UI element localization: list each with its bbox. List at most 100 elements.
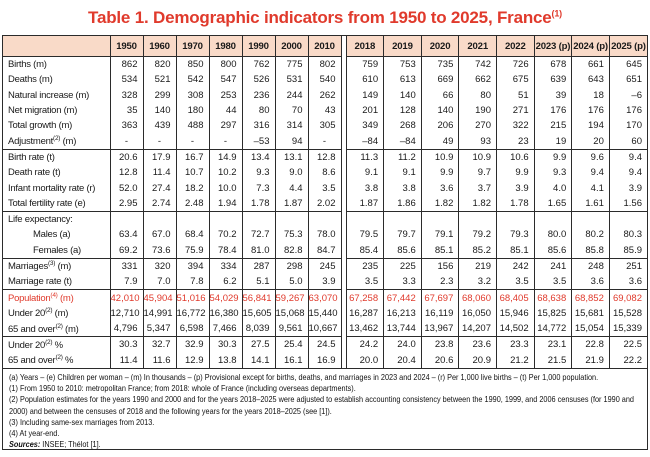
cell: 299	[142, 87, 176, 103]
cell: 140	[383, 87, 422, 103]
cell: 10.2	[208, 165, 242, 181]
cell: 206	[420, 118, 459, 134]
cell: 669	[420, 72, 459, 88]
cell: 140	[142, 102, 176, 119]
cell: 9.7	[458, 165, 497, 181]
cell	[345, 210, 384, 228]
row-label-text: Birth rate (t)	[8, 151, 55, 163]
gap-cell	[340, 149, 347, 166]
table-row: Males (a) 63.4 67.0 68.4 70.2 72.7 75.3 78.0 79.…	[3, 227, 647, 243]
cell: 775	[274, 56, 308, 73]
cell: 287	[241, 257, 275, 275]
cell: 15,068	[274, 305, 308, 322]
cell: 22.8	[571, 336, 610, 353]
cell: 298	[274, 257, 308, 275]
cell: 3.6	[420, 180, 459, 196]
cell: 80.3	[608, 227, 647, 243]
cell: 547	[208, 72, 242, 88]
row-label: 65 and over(2) (m)	[3, 321, 110, 337]
table-section: Life expectancy: Males (a) 63.4 67.0 68.4 70.…	[3, 210, 647, 259]
cell: 15,825	[533, 305, 572, 322]
cell: 271	[496, 102, 535, 119]
cell: 20.6	[109, 148, 143, 166]
table-row: Net migration (m) 35 140 180 44 80 70 43 201 128 1…	[3, 102, 647, 119]
cell: 23.8	[420, 336, 459, 353]
cell: 12,710	[109, 305, 143, 322]
cell: 3.6	[608, 274, 647, 290]
cell	[274, 210, 308, 228]
cell: 11.4	[109, 352, 143, 368]
cell: –53	[241, 133, 275, 150]
table-title: Table 1. Demographic indicators from 195…	[0, 0, 650, 28]
cell: 85.2	[458, 242, 497, 259]
row-label-text: Infant mortality rate (r)	[8, 182, 96, 194]
cell: 80.2	[571, 227, 610, 243]
cell: 180	[175, 102, 209, 119]
cell	[307, 210, 341, 228]
cell: 1.94	[208, 195, 242, 212]
row-label-text: Males (a)	[33, 229, 71, 241]
cell: 80	[241, 102, 275, 119]
column-header-2024: 2024 (p)	[571, 36, 610, 57]
cell: 20.0	[345, 352, 384, 368]
cell: 14.1	[241, 352, 275, 368]
gap-cell	[340, 165, 347, 181]
cell: 13.8	[208, 352, 242, 368]
cell: 15,054	[571, 321, 610, 337]
cell	[496, 210, 535, 228]
cell: 5.1	[241, 274, 275, 290]
gap-cell	[340, 305, 347, 322]
column-header-1970: 1970	[175, 36, 209, 57]
cell: 1.78	[241, 195, 275, 212]
cell	[458, 210, 497, 228]
cell: 190	[458, 102, 497, 119]
cell: 16,119	[420, 305, 459, 322]
gap-cell	[340, 56, 347, 73]
gap-cell	[340, 118, 347, 134]
cell: 85.4	[345, 242, 384, 259]
cell: 753	[383, 56, 422, 73]
cell: 270	[458, 118, 497, 134]
cell: 9.4	[608, 148, 647, 166]
cell: 63.4	[109, 227, 143, 243]
table-row: Infant mortality rate (r) 52.0 27.4 18.2 10.…	[3, 180, 647, 196]
cell: 394	[175, 257, 209, 275]
gap-cell	[340, 242, 347, 259]
cell: 651	[608, 72, 647, 88]
cell: 9.9	[533, 148, 572, 166]
sources-label: Sources:	[9, 439, 41, 449]
row-label-text: Deaths (m)	[8, 74, 53, 86]
cell: 15,440	[307, 305, 341, 322]
cell: 21.9	[571, 352, 610, 368]
row-label-text: Net migration (m)	[8, 105, 78, 117]
column-header-2021: 2021	[458, 36, 497, 57]
cell: 639	[533, 72, 572, 88]
cell: 20.6	[420, 352, 459, 368]
gap-cell	[340, 227, 347, 243]
column-header-2000: 2000	[274, 36, 308, 57]
column-header-2020: 2020	[420, 36, 459, 57]
column-header-2018: 2018	[345, 36, 384, 57]
cell: 11.2	[383, 148, 422, 166]
column-header-1980: 1980	[208, 36, 242, 57]
cell: 248	[571, 257, 610, 275]
cell: 488	[175, 118, 209, 134]
cell: 262	[307, 87, 341, 103]
cell: 3.9	[307, 274, 341, 290]
row-label-sup: (2)	[45, 307, 53, 315]
cell: 201	[345, 102, 384, 119]
cell: 16.9	[307, 352, 341, 368]
cell	[571, 210, 610, 228]
cell: 245	[307, 257, 341, 275]
gap-cell	[340, 289, 347, 306]
cell: -	[307, 133, 341, 150]
cell: 85.1	[420, 242, 459, 259]
cell: 9.6	[571, 148, 610, 166]
cell: 68,852	[571, 289, 610, 306]
gap-cell	[340, 352, 347, 368]
cell: 7.0	[142, 274, 176, 290]
row-label-suffix: (m)	[52, 308, 69, 320]
sources-line: Sources: INSEE; Thélot [1].	[9, 439, 643, 449]
cell: 176	[533, 102, 572, 119]
cell	[142, 210, 176, 228]
